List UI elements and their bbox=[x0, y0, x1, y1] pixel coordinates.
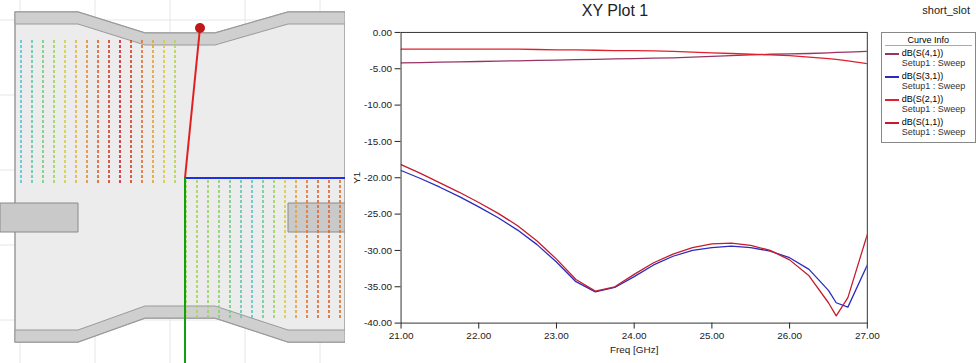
svg-text:-15.00: -15.00 bbox=[364, 136, 393, 147]
html-text:dB(S(3,1)): dB(S(3,1)) bbox=[901, 71, 944, 81]
svg-text:-20.00: -20.00 bbox=[364, 172, 393, 183]
svg-text:Y1: Y1 bbox=[351, 171, 362, 184]
svg-text:-40.00: -40.00 bbox=[364, 317, 393, 328]
svg-text:22.00: 22.00 bbox=[466, 330, 491, 341]
svg-text:-5.00: -5.00 bbox=[370, 63, 393, 74]
svg-text:-25.00: -25.00 bbox=[364, 208, 393, 219]
html-text:dB(S(1,1)): dB(S(1,1)) bbox=[901, 117, 944, 127]
html-text:Setup1 : Sweep: Setup1 : Sweep bbox=[901, 104, 966, 114]
html-text:dB(S(2,1)): dB(S(2,1)) bbox=[901, 94, 944, 104]
svg-text:-35.00: -35.00 bbox=[364, 281, 393, 292]
html-text:Setup1 : Sweep: Setup1 : Sweep bbox=[901, 81, 966, 91]
html-text:Setup1 : Sweep: Setup1 : Sweep bbox=[901, 127, 966, 137]
html-text:XY Plot 1: XY Plot 1 bbox=[581, 2, 649, 19]
svg-text:24.00: 24.00 bbox=[622, 330, 647, 341]
svg-text:25.00: 25.00 bbox=[699, 330, 724, 341]
html-text:short_slot: short_slot bbox=[922, 4, 970, 16]
svg-text:26.00: 26.00 bbox=[777, 330, 802, 341]
svg-text:-30.00: -30.00 bbox=[364, 245, 393, 256]
svg-text:Freq [GHz]: Freq [GHz] bbox=[610, 344, 659, 355]
svg-text:-10.00: -10.00 bbox=[364, 99, 393, 110]
svg-text:27.00: 27.00 bbox=[855, 330, 880, 341]
svg-text:23.00: 23.00 bbox=[544, 330, 569, 341]
svg-text:21.00: 21.00 bbox=[389, 330, 414, 341]
html-text:dB(S(4,1)): dB(S(4,1)) bbox=[901, 48, 944, 58]
html-text:Curve Info: Curve Info bbox=[907, 35, 950, 45]
html-text:Setup1 : Sweep: Setup1 : Sweep bbox=[901, 58, 966, 68]
svg-text:0.00: 0.00 bbox=[373, 27, 393, 38]
